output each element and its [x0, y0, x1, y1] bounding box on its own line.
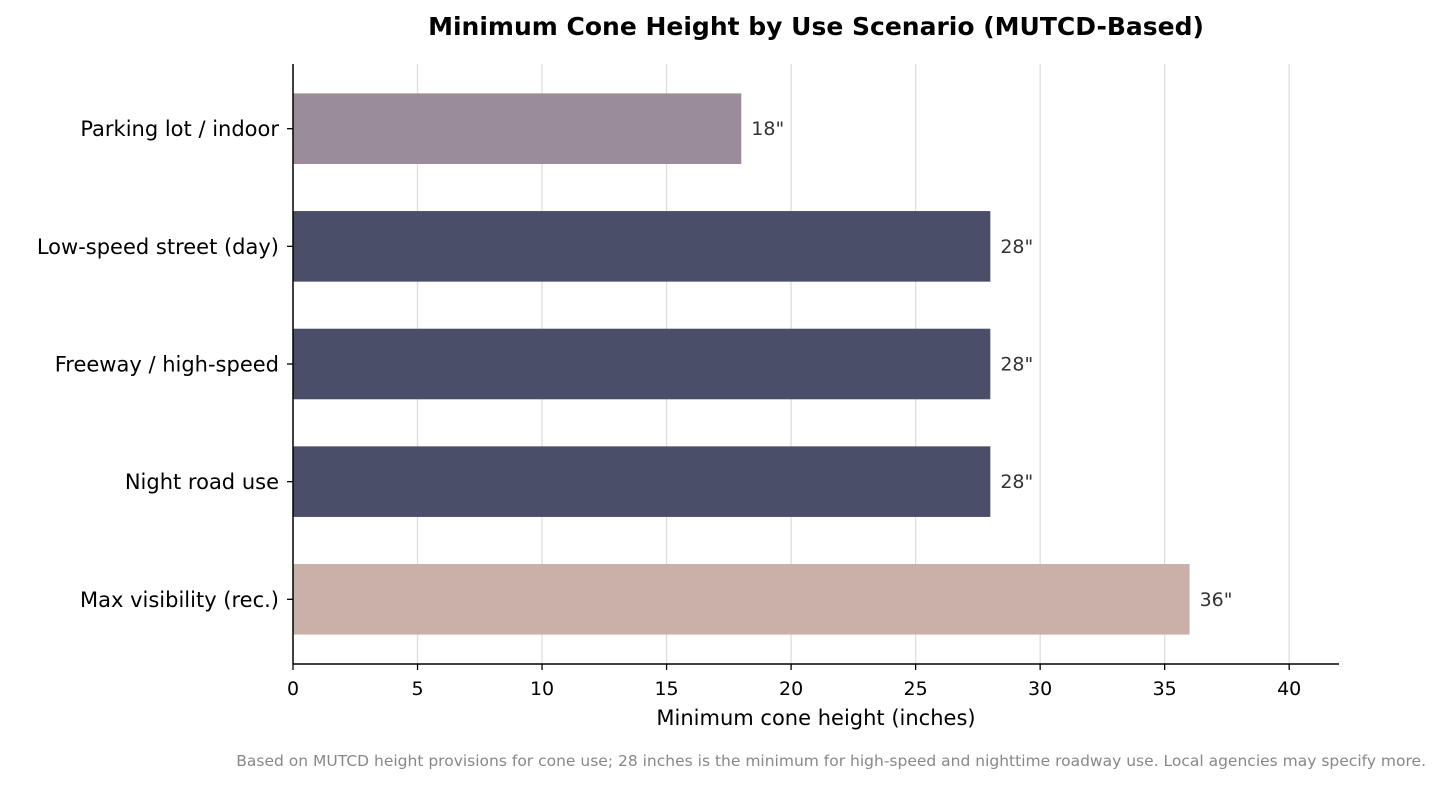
footnote: Based on MUTCD height provisions for con…	[236, 752, 1426, 770]
value-label: 28"	[1000, 471, 1033, 493]
labels: 0 5 10 15 20 25 30 35 40 Parking lot / indoor 18" L…	[37, 117, 1301, 700]
value-label: 36"	[1200, 589, 1233, 611]
category-label: Freeway / high-speed	[55, 353, 279, 377]
x-tick-label: 20	[779, 678, 803, 700]
x-tick-label: 25	[904, 678, 928, 700]
bar-3	[293, 328, 991, 400]
bar-2	[293, 211, 991, 282]
x-tick-label: 0	[287, 678, 299, 700]
x-axis-label: Minimum cone height (inches)	[656, 706, 975, 730]
x-tick-label: 40	[1277, 678, 1301, 700]
bar-4	[293, 446, 991, 517]
x-tick-label: 5	[411, 678, 423, 700]
x-tick-label: 10	[530, 678, 554, 700]
value-label: 28"	[1000, 236, 1033, 258]
bars	[293, 93, 1190, 635]
category-label: Parking lot / indoor	[80, 117, 279, 141]
bar-5	[293, 564, 1190, 635]
chart-title: Minimum Cone Height by Use Scenario (MUT…	[428, 12, 1204, 41]
x-tick-label: 35	[1153, 678, 1177, 700]
bar-1	[293, 93, 742, 164]
value-label: 28"	[1000, 354, 1033, 376]
axes	[287, 64, 1339, 670]
value-label: 18"	[751, 118, 784, 140]
category-label: Low-speed street (day)	[37, 235, 279, 259]
x-tick-label: 15	[654, 678, 678, 700]
category-label: Max visibility (rec.)	[80, 588, 279, 612]
category-label: Night road use	[125, 470, 279, 494]
x-tick-label: 30	[1028, 678, 1052, 700]
